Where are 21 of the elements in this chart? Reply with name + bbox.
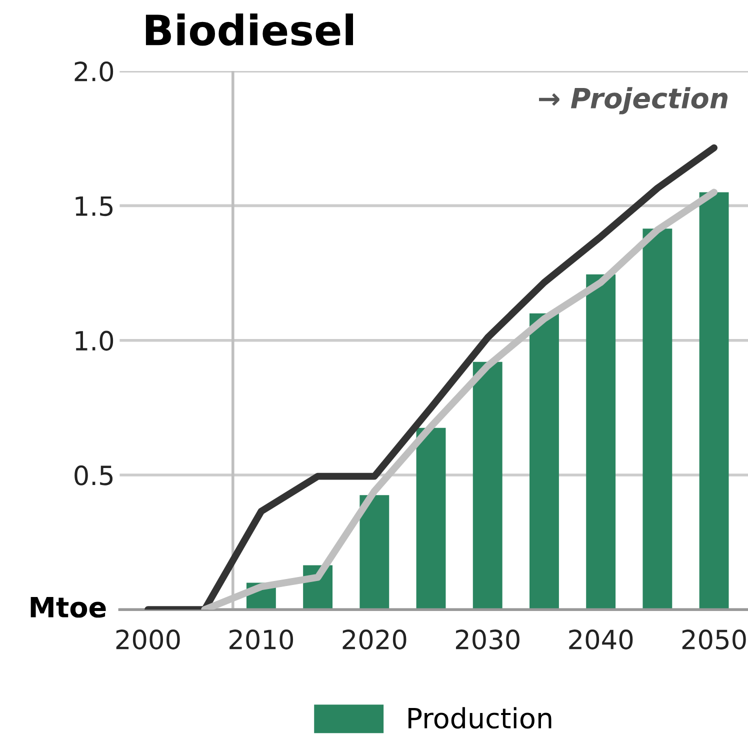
- y-tick-label: 0.5: [74, 465, 113, 486]
- x-tick-label: 2010: [230, 630, 294, 650]
- legend-label: Production: [408, 707, 552, 729]
- chart-title: Biodiesel: [146, 13, 353, 46]
- x-tick-label: 2050: [682, 630, 746, 650]
- x-tick-label: 2030: [456, 630, 520, 650]
- bar: [586, 274, 616, 610]
- y-tick-label: 1.5: [76, 196, 113, 216]
- annotation: → Projection: [539, 87, 728, 114]
- bar: [642, 228, 672, 610]
- bar: [530, 313, 559, 610]
- bar: [360, 495, 390, 610]
- y-tick-label: 2.0: [74, 62, 114, 82]
- bar: [699, 192, 729, 610]
- y-tick-label: 1.0: [76, 330, 114, 351]
- x-tick-label: 2040: [569, 630, 633, 650]
- x-tick-label: 2000: [116, 630, 180, 650]
- bar: [416, 428, 446, 610]
- y-axis-title: Mtoe: [30, 597, 106, 618]
- bar: [472, 362, 502, 610]
- x-tick-label: 2020: [342, 630, 406, 650]
